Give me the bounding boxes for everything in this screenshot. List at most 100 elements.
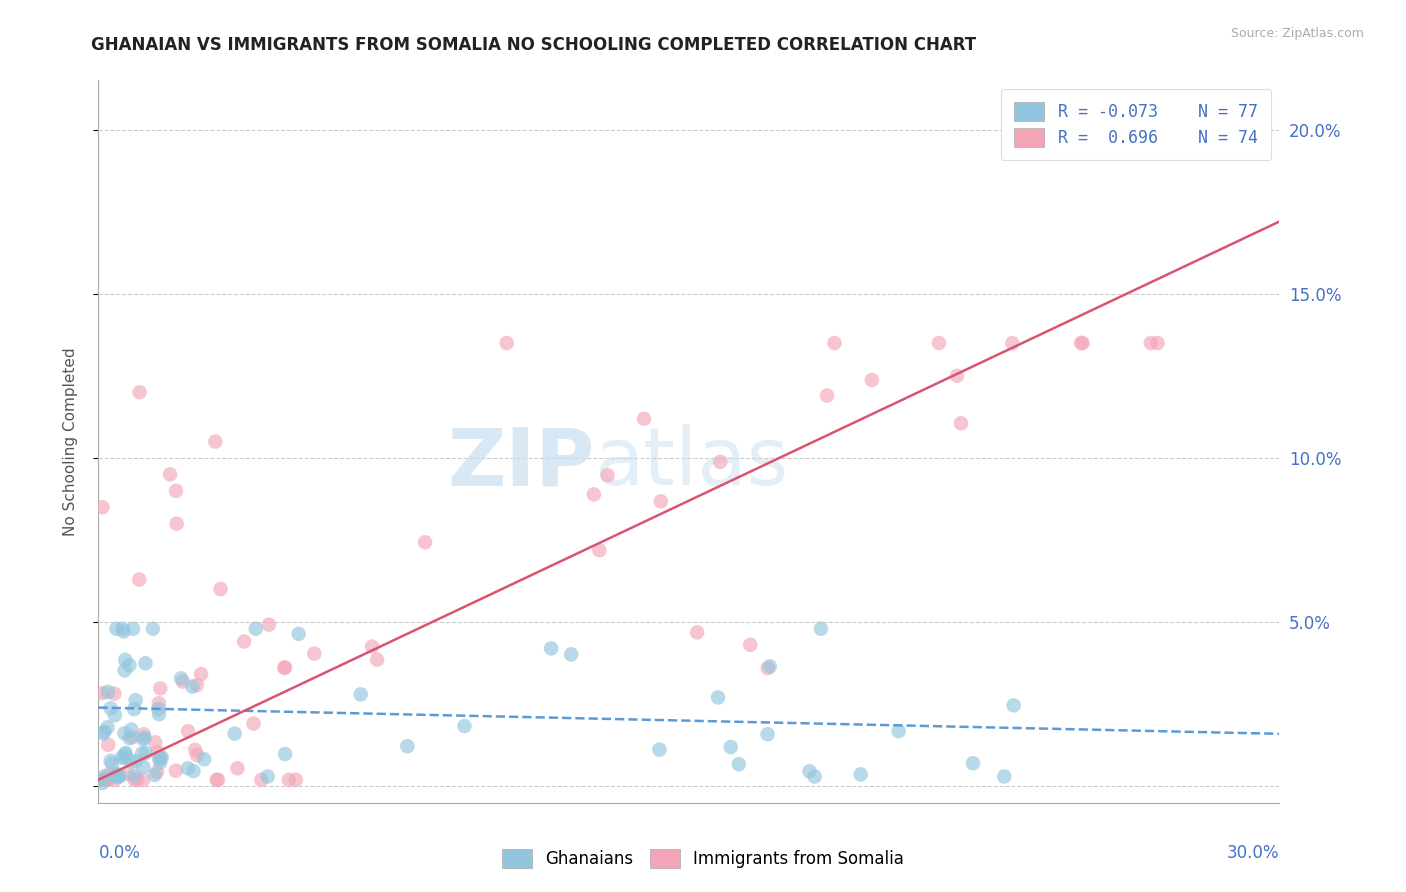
Point	[396, 739, 419, 754]
Point	[148, 696, 170, 710]
Point	[142, 622, 165, 636]
Point	[101, 756, 124, 771]
Point	[588, 543, 610, 558]
Point	[96, 720, 118, 734]
Point	[96, 772, 118, 787]
Point	[97, 772, 120, 787]
Point	[304, 647, 326, 661]
Point	[226, 761, 249, 775]
Point	[172, 674, 194, 689]
Point	[183, 764, 205, 778]
Point	[495, 336, 517, 351]
Point	[105, 770, 128, 784]
Point	[277, 772, 299, 787]
Point	[111, 622, 134, 636]
Point	[114, 746, 136, 760]
Point	[143, 735, 166, 749]
Point	[120, 755, 142, 769]
Point	[120, 723, 142, 737]
Point	[824, 336, 846, 351]
Point	[810, 622, 832, 636]
Point	[134, 657, 156, 671]
Point	[582, 487, 605, 501]
Text: 30.0%: 30.0%	[1227, 845, 1279, 863]
Point	[91, 772, 114, 787]
Point	[122, 622, 145, 636]
Point	[91, 686, 114, 700]
Text: ZIP: ZIP	[447, 425, 595, 502]
Point	[205, 772, 228, 787]
Point	[128, 385, 150, 400]
Point	[233, 634, 256, 648]
Point	[284, 772, 307, 787]
Point	[107, 768, 129, 782]
Point	[727, 757, 749, 772]
Point	[103, 768, 125, 782]
Point	[361, 640, 384, 654]
Point	[148, 752, 170, 766]
Point	[98, 767, 121, 781]
Point	[887, 724, 910, 739]
Point	[135, 746, 157, 760]
Point	[950, 417, 973, 431]
Point	[124, 772, 146, 787]
Legend: Ghanaians, Immigrants from Somalia: Ghanaians, Immigrants from Somalia	[495, 842, 911, 875]
Point	[114, 663, 136, 677]
Point	[274, 747, 297, 761]
Point	[756, 661, 779, 675]
Point	[413, 535, 436, 549]
Point	[186, 678, 208, 692]
Point	[242, 716, 264, 731]
Point	[186, 748, 208, 763]
Point	[720, 739, 742, 754]
Point	[93, 724, 115, 739]
Point	[803, 770, 825, 784]
Point	[150, 750, 173, 764]
Point	[1139, 336, 1161, 351]
Point	[111, 750, 134, 764]
Text: Source: ZipAtlas.com: Source: ZipAtlas.com	[1230, 27, 1364, 40]
Point	[93, 772, 115, 787]
Point	[540, 641, 562, 656]
Point	[93, 770, 115, 784]
Point	[149, 681, 172, 696]
Point	[146, 745, 169, 759]
Point	[132, 727, 155, 741]
Point	[127, 772, 149, 787]
Point	[993, 770, 1015, 784]
Point	[287, 627, 309, 641]
Text: 0.0%: 0.0%	[98, 845, 141, 863]
Point	[366, 652, 388, 666]
Point	[108, 770, 131, 784]
Point	[112, 726, 135, 740]
Point	[1070, 336, 1092, 351]
Point	[709, 455, 731, 469]
Point	[149, 756, 172, 770]
Legend: R = -0.073    N = 77, R =  0.696    N = 74: R = -0.073 N = 77, R = 0.696 N = 74	[1001, 88, 1271, 161]
Text: GHANAIAN VS IMMIGRANTS FROM SOMALIA NO SCHOOLING COMPLETED CORRELATION CHART: GHANAIAN VS IMMIGRANTS FROM SOMALIA NO S…	[91, 36, 977, 54]
Point	[224, 726, 246, 740]
Point	[256, 770, 278, 784]
Point	[103, 687, 125, 701]
Point	[121, 730, 143, 744]
Point	[100, 754, 122, 768]
Point	[132, 732, 155, 747]
Point	[204, 434, 226, 449]
Point	[91, 500, 114, 515]
Point	[100, 701, 122, 715]
Point	[105, 622, 128, 636]
Point	[1071, 336, 1094, 351]
Point	[928, 336, 950, 351]
Point	[128, 573, 150, 587]
Point	[190, 667, 212, 681]
Point	[759, 659, 782, 673]
Point	[686, 625, 709, 640]
Point	[453, 719, 475, 733]
Point	[207, 772, 229, 787]
Point	[170, 671, 193, 685]
Point	[97, 685, 120, 699]
Point	[122, 769, 145, 783]
Text: atlas: atlas	[595, 425, 789, 502]
Point	[122, 702, 145, 716]
Point	[131, 747, 153, 761]
